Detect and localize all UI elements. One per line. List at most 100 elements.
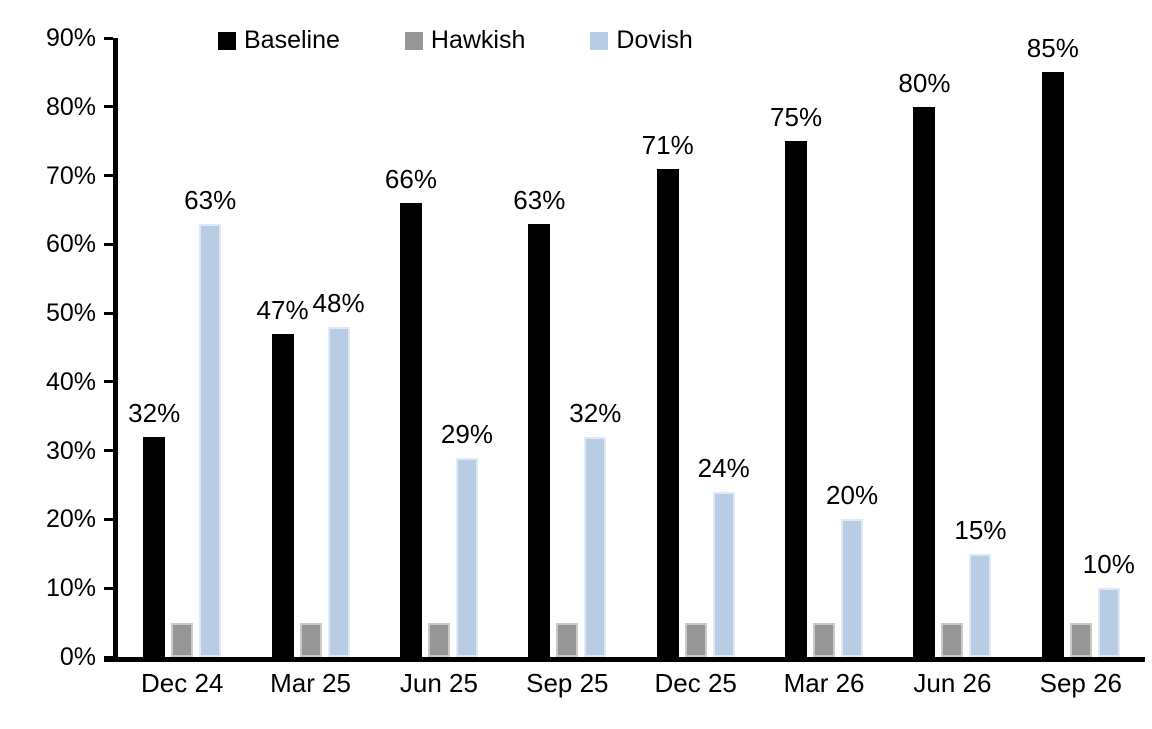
bar-hawkish (1069, 622, 1092, 657)
bar-group: 63% 32% (503, 38, 631, 657)
bar-column-dovish: 29% (441, 38, 493, 657)
bar-column-dovish: 10% (1083, 38, 1135, 657)
bar-column-hawkish (556, 38, 579, 657)
x-tick-label: Sep 25 (526, 668, 609, 698)
bar-column-baseline: 85% (1027, 33, 1079, 657)
bar-column-dovish: 15% (954, 38, 1006, 657)
bar-baseline (399, 203, 422, 657)
legend-swatch-dovish-icon (590, 31, 609, 50)
bar-row: 75% 20% (760, 38, 888, 657)
y-tick-mark (104, 449, 113, 453)
bar-column-hawkish (171, 38, 194, 657)
value-label-dovish: 20% (826, 480, 879, 511)
bar-column-hawkish (299, 38, 322, 657)
bar-column-baseline: 71% (642, 38, 694, 657)
legend-label-dovish: Dovish (616, 26, 693, 54)
value-label-baseline: 71% (641, 129, 694, 160)
bar-column-baseline: 63% (513, 38, 565, 657)
legend-label-hawkish: Hawkish (430, 26, 526, 54)
bar-baseline (271, 333, 294, 657)
y-tick-mark (104, 36, 113, 40)
bar-row: 32% 63% (118, 38, 246, 657)
bar-column-dovish: 24% (698, 38, 750, 657)
bar-column-baseline: 47% (257, 38, 309, 657)
bar-column-hawkish (1069, 38, 1092, 657)
y-tick-label: 60% (45, 230, 96, 259)
bar-column-baseline: 32% (128, 38, 180, 657)
value-label-baseline: 32% (128, 397, 181, 428)
y-tick-label: 80% (45, 92, 96, 121)
legend-swatch-baseline-icon (218, 31, 236, 50)
legend-swatch-hawkish-icon (404, 31, 423, 50)
x-tick-label: Dec 25 (654, 668, 737, 698)
y-tick-label: 40% (45, 367, 96, 396)
bar-group: 75% 20% (760, 38, 888, 657)
y-tick-mark (104, 242, 113, 246)
value-label-dovish: 63% (184, 184, 237, 215)
x-tick-label: Mar 25 (270, 668, 352, 698)
bar-baseline (785, 141, 808, 657)
legend-item-dovish: Dovish (590, 26, 693, 55)
legend-item-hawkish: Hawkish (404, 26, 526, 55)
bar-group: 71% 24% (632, 38, 760, 657)
bar-column-dovish: 32% (569, 38, 621, 657)
bar-baseline (1041, 72, 1064, 657)
bar-group: 66% 29% (375, 38, 503, 657)
bar-row: 63% 32% (503, 38, 631, 657)
bar-column-dovish: 20% (826, 38, 878, 657)
bar-dovish (584, 436, 607, 657)
plot-area: 32% 63% 47% 48% 66% 29% 63% 32% 71% 24% 75% 20% 80% 1… (113, 33, 1145, 662)
bar-column-hawkish (427, 38, 450, 657)
bar-baseline (656, 168, 679, 657)
bar-baseline (143, 436, 166, 657)
x-tick-label: Sep 26 (1039, 668, 1123, 698)
chart-legend: Baseline Hawkish Dovish (218, 26, 693, 55)
legend-item-baseline: Baseline (218, 26, 340, 55)
bar-group: 47% 48% (246, 38, 374, 657)
bar-column-hawkish (941, 38, 964, 657)
x-axis-left-extension (104, 657, 118, 662)
y-tick-label: 0% (59, 643, 96, 671)
y-tick-label: 70% (45, 161, 96, 190)
y-tick-mark (104, 311, 113, 315)
y-tick-label: 50% (45, 299, 96, 328)
bar-row: 47% 48% (246, 38, 374, 657)
y-tick-mark (104, 517, 113, 521)
value-label-dovish: 29% (440, 418, 493, 449)
y-tick-label: 30% (45, 436, 96, 465)
bar-dovish (841, 519, 864, 657)
bar-row: 80% 15% (888, 38, 1016, 657)
bar-column-hawkish (684, 38, 707, 657)
bar-dovish (712, 491, 735, 657)
y-tick-label: 10% (45, 574, 96, 603)
x-axis-labels: Dec 24 Mar 25 Jun 25 Sep 25 Dec 25 Mar 26 Jun … (118, 668, 1145, 699)
bar-column-dovish: 63% (184, 38, 236, 657)
x-tick-label: Jun 26 (913, 668, 992, 698)
y-tick-mark (104, 586, 113, 590)
value-label-dovish: 15% (954, 514, 1007, 545)
x-tick-label: Dec 24 (140, 668, 224, 698)
y-tick-mark (104, 380, 113, 384)
bar-dovish (327, 326, 350, 657)
bar-hawkish (556, 622, 579, 657)
bar-column-baseline: 75% (770, 38, 822, 657)
bar-dovish (1097, 588, 1120, 657)
bar-dovish (199, 223, 222, 657)
bar-dovish (969, 553, 992, 657)
value-label-baseline: 80% (898, 67, 951, 98)
bar-hawkish (299, 622, 322, 657)
bar-column-dovish: 48% (313, 38, 365, 657)
bar-hawkish (171, 622, 194, 657)
y-tick-mark (104, 105, 113, 109)
value-label-dovish: 32% (569, 397, 622, 428)
bar-group: 80% 15% (888, 38, 1016, 657)
bar-column-baseline: 80% (898, 38, 950, 657)
legend-label-baseline: Baseline (244, 26, 340, 54)
bar-groups: 32% 63% 47% 48% 66% 29% 63% 32% 71% 24% 75% 20% 80% 1… (118, 33, 1145, 657)
bar-hawkish (813, 622, 836, 657)
bar-row: 66% 29% (375, 38, 503, 657)
x-tick-label: Mar 26 (783, 668, 865, 698)
value-label-dovish: 24% (697, 452, 750, 483)
y-tick-label: 90% (45, 24, 96, 52)
